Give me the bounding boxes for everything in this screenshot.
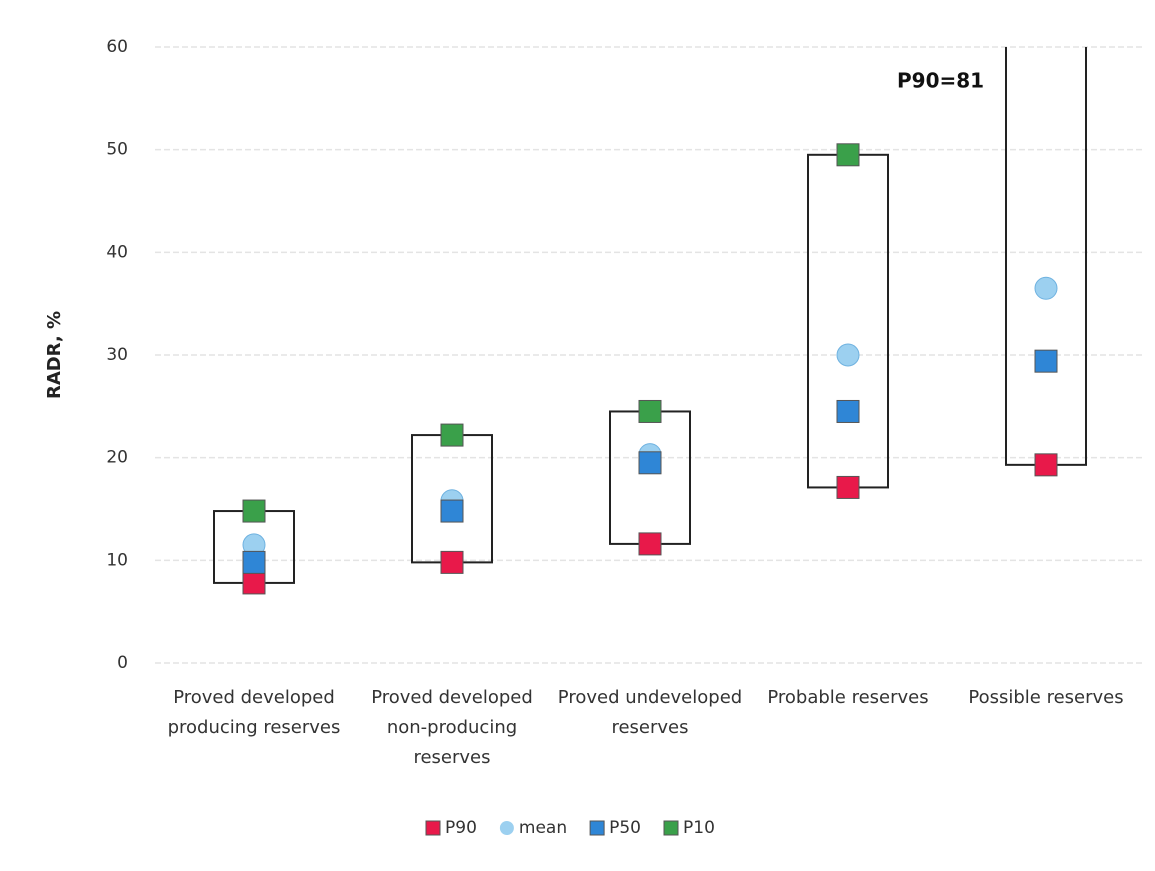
y-tick-label: 50: [106, 140, 128, 160]
legend-marker: [425, 820, 441, 836]
legend-marker: [663, 820, 679, 836]
y-tick-label: 20: [106, 448, 128, 468]
marker: [836, 143, 860, 167]
legend-marker: [499, 821, 514, 835]
y-axis-label: RADR, %: [44, 311, 65, 399]
legend-label: P10: [683, 818, 715, 838]
plot-area: [213, 47, 1087, 595]
x-tick-label: Proved developed non-producing reserves: [371, 687, 533, 768]
x-tick-label: Proved undeveloped reserves: [557, 687, 743, 738]
marker: [638, 532, 662, 556]
marker: [440, 423, 464, 447]
marker: [1034, 349, 1058, 373]
range-box: [1005, 47, 1087, 466]
marker: [638, 451, 662, 475]
legend-label: P50: [609, 818, 641, 838]
marker: [242, 499, 266, 523]
marker: [836, 475, 860, 499]
legend-label: mean: [519, 818, 567, 838]
x-tick-label: Possible reserves: [968, 687, 1124, 708]
y-tick-label: 10: [106, 550, 128, 570]
range-box: [807, 153, 889, 489]
legend-item: P90: [425, 818, 477, 838]
legend-item: mean: [499, 818, 567, 838]
marker: [1034, 276, 1058, 300]
y-tick-label: 60: [106, 37, 128, 57]
annotation: P90=81: [897, 69, 984, 93]
marker: [440, 550, 464, 574]
marker: [440, 499, 464, 523]
legend-item: P50: [589, 818, 641, 838]
legend-label: P90: [445, 818, 477, 838]
marker: [242, 571, 266, 595]
x-tick-label: Proved developed producing reserves: [167, 687, 341, 738]
x-tick-label: Probable reserves: [767, 687, 929, 708]
marker: [638, 399, 662, 423]
marker: [836, 343, 860, 367]
marker: [1034, 453, 1058, 477]
legend-marker: [589, 820, 605, 836]
y-tick-label: 30: [106, 345, 128, 365]
y-tick-label: 0: [117, 653, 128, 673]
y-tick-label: 40: [106, 242, 128, 262]
legend-item: P10: [663, 818, 715, 838]
marker: [242, 550, 266, 574]
range-box: [609, 410, 691, 545]
marker: [836, 399, 860, 423]
